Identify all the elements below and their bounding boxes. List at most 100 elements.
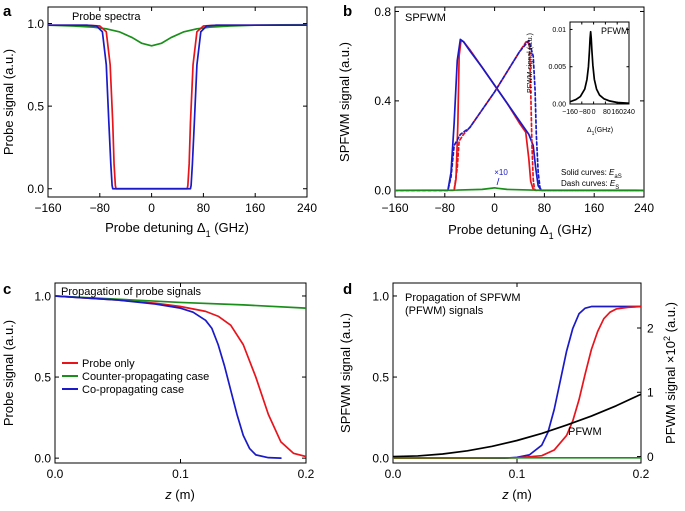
- chart-title-c: Propagation of probe signals: [61, 286, 202, 298]
- series-c-co-propagating-case: [55, 295, 282, 459]
- y-tick-label-b-2: 0.8: [374, 5, 391, 19]
- x-axis-label-b-unit: (GHz): [554, 222, 592, 237]
- x-tick-label-c-2: 0.2: [298, 467, 315, 481]
- x-tick-label-b-1: −80: [435, 201, 456, 215]
- panel-letter-a: a: [3, 3, 12, 20]
- annotation-x10: ×10: [494, 168, 508, 177]
- axes-ticks-d: 0.0 0.1 0.2 0.0 0.5 1.0 0 1 2: [372, 283, 654, 481]
- annotation-x10-arrow: [496, 177, 500, 186]
- x-tick-label-c-0: 0.0: [47, 467, 64, 481]
- x-tick-label-a-4: 160: [245, 201, 265, 215]
- legend-dash-symbol: E: [610, 179, 616, 188]
- series-d-spfwm-blue: [393, 305, 641, 459]
- chart-title-d-line2: (PFWM) signals: [405, 305, 484, 317]
- y-axis-label-c: Probe signal (a.u.): [1, 320, 16, 426]
- panel-letter-b: b: [343, 3, 352, 20]
- legend-dash-curves: Dash curves: ES: [561, 179, 619, 191]
- inset-ticks: −160 −80 0 80 160 240 0.00 0.005 0.01: [548, 22, 635, 116]
- y-tick-label-right-d-0: 0: [647, 450, 654, 464]
- axes-ticks-a: −160 −80 0 80 160 240 0.0 0.5 1.0: [27, 7, 317, 215]
- y-axis-label-d-right-main: PFWM signal ×10: [663, 341, 678, 444]
- x-tick-label-b-inset-2: 0: [592, 109, 596, 116]
- legend-c: Probe only Counter-propagating case Co-p…: [62, 358, 209, 396]
- x-tick-label-b-inset-4: 160: [611, 109, 623, 116]
- inset-x-axis-label: Δ1(GHz): [587, 127, 613, 137]
- inset-y-axis-label: PFWM signal (a.u.): [527, 33, 534, 93]
- x-axis-label-c-var: z: [164, 487, 172, 502]
- inset-frame: [569, 21, 630, 105]
- x-axis-label-a-sub: 1: [206, 229, 211, 239]
- legend-solid-subscript: aS: [614, 174, 621, 180]
- series-b-inset-pfwm: [570, 30, 629, 104]
- y-tick-label-right-d-1: 1: [647, 386, 654, 400]
- legend-label-co-propagating: Co-propagating case: [82, 384, 184, 396]
- legend-label-counter-propagating: Counter-propagating case: [82, 371, 209, 383]
- legend-dash-subscript: S: [615, 185, 619, 191]
- y-tick-label-b-inset-2: 0.01: [552, 27, 566, 34]
- series-b-es-blue: [395, 39, 644, 192]
- series-d-spfwm-red: [393, 305, 641, 459]
- y-tick-label-c-2: 1.0: [34, 289, 51, 303]
- x-axis-label-a: Probe detuning Δ1 (GHz): [105, 220, 249, 239]
- series-group-c: [55, 295, 306, 459]
- x-axis-label-c-unit: (m): [172, 487, 195, 502]
- x-tick-label-a-1: −80: [90, 201, 111, 215]
- x-tick-label-a-0: −160: [34, 201, 61, 215]
- x-axis-label-a-unit: (GHz): [211, 220, 249, 235]
- x-axis-label-a-main: Probe detuning Δ: [105, 220, 206, 235]
- chart-title-d-line1: Propagation of SPFWM: [405, 292, 521, 304]
- x-axis-label-c: z (m): [164, 487, 195, 502]
- y-tick-label-right-d-2: 2: [647, 321, 654, 335]
- legend-item-co-propagating: Co-propagating case: [62, 384, 184, 396]
- legend-label-probe-only: Probe only: [82, 358, 135, 370]
- series-b-eas-blue: [395, 38, 644, 192]
- axes-frame-b: [394, 6, 645, 198]
- chart-title-a: Probe spectra: [72, 11, 141, 23]
- x-tick-label-b-3: 80: [538, 201, 552, 215]
- x-tick-label-b-inset-3: 80: [603, 109, 611, 116]
- y-axis-label-d-right-sup: 2: [662, 336, 672, 341]
- y-tick-label-b-1: 0.4: [374, 94, 391, 108]
- panel-c: c 0.0 0.1 0.2 0.0 0.5 1.0 Propagation of prob…: [1, 281, 315, 502]
- legend-solid-text: Solid curves:: [561, 168, 609, 177]
- axes-ticks-c: 0.0 0.1 0.2 0.0 0.5 1.0: [34, 283, 315, 481]
- x-axis-label-b-main: Probe detuning Δ: [448, 222, 549, 237]
- x-axis-label-d: z (m): [501, 487, 532, 502]
- inset-x-axis-label-main: Δ: [587, 127, 592, 134]
- x-tick-label-d-1: 0.1: [509, 467, 526, 481]
- y-tick-label-c-1: 0.5: [34, 370, 51, 384]
- x-tick-label-b-5: 240: [634, 201, 654, 215]
- x-tick-label-c-1: 0.1: [172, 467, 189, 481]
- y-axis-label-a: Probe signal (a.u.): [1, 49, 16, 155]
- y-axis-label-d-right: PFWM signal ×102 (a.u.): [662, 302, 678, 444]
- y-tick-label-b-inset-1: 0.005: [548, 64, 566, 71]
- legend-item-counter-propagating: Counter-propagating case: [62, 371, 209, 383]
- panel-letter-d: d: [343, 281, 352, 298]
- x-tick-label-b-2: 0: [491, 201, 498, 215]
- series-group-a: [48, 23, 307, 190]
- x-tick-label-a-5: 240: [297, 201, 317, 215]
- chart-title-b: SPFWM: [405, 12, 446, 24]
- x-tick-label-b-inset-1: −80: [579, 109, 591, 116]
- x-tick-label-a-3: 80: [197, 201, 211, 215]
- legend-solid-curves: Solid curves: EaS: [561, 168, 622, 180]
- x-axis-label-b: Probe detuning Δ1 (GHz): [448, 222, 592, 241]
- x-tick-label-a-2: 0: [148, 201, 155, 215]
- x-axis-label-d-var: z: [501, 487, 509, 502]
- series-a-co-propagating: [48, 24, 307, 190]
- y-axis-label-d-right-unit: (a.u.): [663, 302, 678, 336]
- y-axis-label-d: SPFWM signal (a.u.): [338, 313, 353, 433]
- y-tick-label-d-2: 1.0: [372, 289, 389, 303]
- legend-dash-text: Dash curves:: [561, 179, 610, 188]
- panel-d: d 0.0 0.1 0.2 0.0 0.5 1.0 0 1 2 Propagation of S…: [338, 281, 678, 502]
- x-tick-label-d-2: 0.2: [633, 467, 650, 481]
- series-group-b: [395, 38, 644, 192]
- axes-frame-a: [47, 6, 308, 198]
- x-tick-label-d-0: 0.0: [385, 467, 402, 481]
- y-tick-label-a-0: 0.0: [27, 182, 44, 196]
- panel-letter-c: c: [3, 281, 11, 298]
- inset-x-axis-label-unit: (GHz): [594, 127, 613, 134]
